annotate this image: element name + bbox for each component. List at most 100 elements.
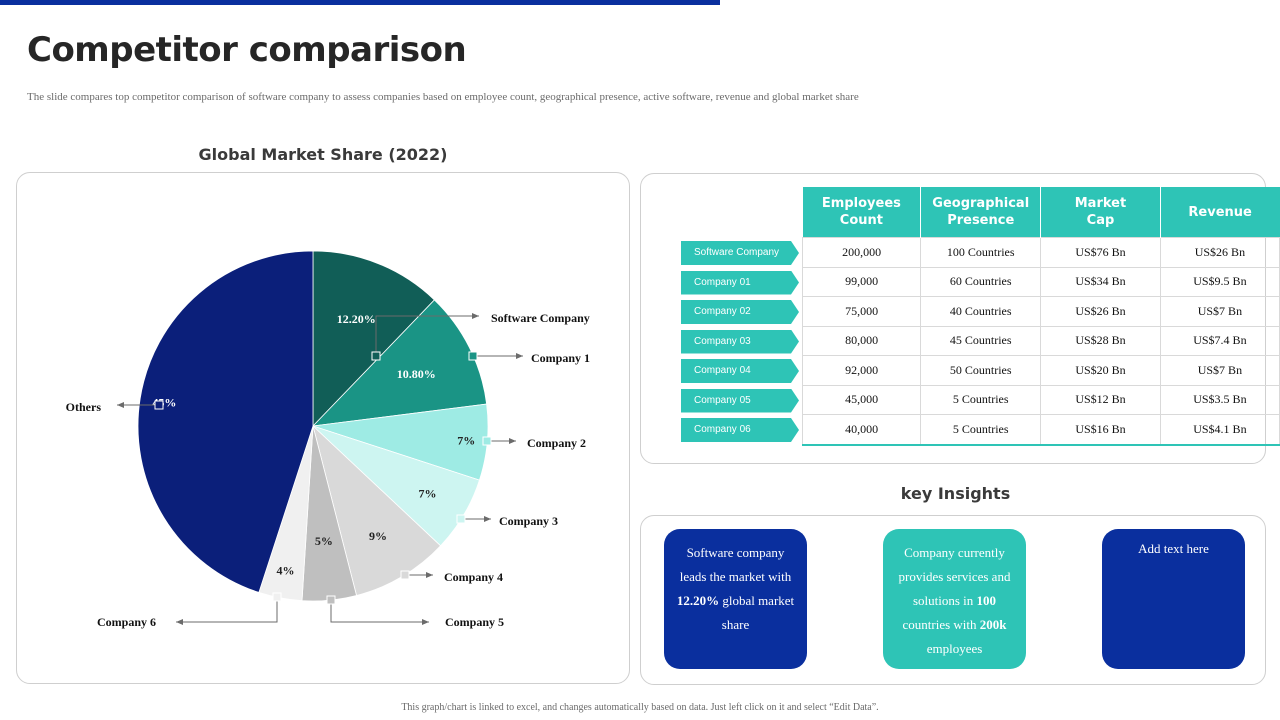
pie-chart[interactable]: 12.20%10.80%7%7%9%5%4%45%Software Compan… (17, 173, 629, 683)
table-header-row: Employees Count Geographical Presence Market… (802, 187, 1280, 238)
header-text: Revenue (1188, 204, 1252, 220)
slice-value-label: 7% (419, 487, 437, 501)
leader-arrowhead (472, 313, 479, 319)
leader-line (375, 315, 479, 356)
slice-category-label: Company 6 (97, 615, 156, 629)
leader-marker (326, 595, 336, 605)
leader-arrowhead (117, 402, 124, 408)
slice-category-label: Company 4 (444, 570, 503, 584)
slice-category-label: Company 1 (531, 351, 590, 365)
pie-chart-panel: 12.20% 10.80% 7% 7% 9% 5% 4% 45% Software Compan… (16, 172, 630, 684)
slice-category-label: Company 2 (527, 436, 586, 450)
table-header-3: Revenue (1160, 187, 1280, 238)
insight-1-text-b: global market share (719, 593, 795, 632)
pie-slice-8[interactable] (137, 250, 314, 593)
table-cell: US$34 Bn (1040, 266, 1161, 297)
table-cell: US$7 Bn (1159, 355, 1280, 386)
leader-arrowhead (509, 438, 516, 444)
table-cell: 45,000 (801, 384, 922, 415)
header-text: Cap (1086, 213, 1115, 228)
table-cell: US$76 Bn (1040, 237, 1161, 268)
row-label: Company 04 (681, 359, 799, 383)
row-label: Software Company (681, 241, 799, 265)
slice-category-label: Company 5 (445, 615, 504, 629)
table-row: 92,000 50 Countries US$20 Bn US$7 Bn (801, 355, 1280, 386)
leader-marker (371, 351, 381, 361)
insight-card-market-lead[interactable]: Software company leads the market with 1… (664, 529, 807, 669)
top-accent-bar (0, 0, 720, 5)
table-cell: US$20 Bn (1040, 355, 1161, 386)
slice-value-label: 5% (315, 534, 333, 548)
insight-card-presence[interactable]: Company currently provides services and … (883, 529, 1026, 669)
table-row: 40,000 5 Countries US$16 Bn US$4.1 Bn (801, 414, 1280, 446)
leader-line (176, 597, 278, 623)
table-cell: US$12 Bn (1040, 384, 1161, 415)
table-header-1: Geographical Presence (920, 187, 1042, 238)
row-label: Company 03 (681, 329, 799, 354)
table-cell: 5 Countries (920, 384, 1042, 415)
pie-slice-1[interactable] (312, 250, 435, 427)
leader-marker (468, 351, 478, 361)
table-cell: 99,000 (801, 266, 922, 297)
table-cell: 80,000 (801, 325, 922, 356)
table-cell: US$28 Bn (1040, 325, 1161, 356)
insight-2-highlight-countries: 100 (976, 593, 997, 608)
insight-2-text-a: Company currently provides services and … (898, 545, 1011, 608)
table-header-2: Market Cap (1040, 187, 1161, 238)
leader-marker (400, 570, 410, 580)
insight-1-text-a: Software company leads the market with (679, 545, 792, 584)
table-header-0: Employees Count (802, 187, 922, 238)
table-cell: 75,000 (801, 296, 922, 327)
leader-marker (482, 436, 492, 446)
row-label: Company 06 (681, 418, 799, 442)
table-cell: US$7.4 Bn (1159, 325, 1280, 356)
page-subtitle: The slide compares top competitor compar… (27, 91, 859, 103)
table-cell: 40,000 (801, 414, 922, 446)
row-label: Company 02 (681, 300, 799, 324)
insight-card-placeholder[interactable]: Add text here (1102, 529, 1245, 669)
header-text: Market (1074, 196, 1127, 211)
table-cell: 60 Countries (920, 266, 1042, 297)
table-cell: US$16 Bn (1040, 414, 1161, 446)
slice-value-label: 9% (369, 529, 387, 543)
table-cell: 45 Countries (920, 325, 1042, 356)
table-cell: US$3.5 Bn (1159, 384, 1280, 415)
table-row: 45,000 5 Countries US$12 Bn US$3.5 Bn (801, 384, 1280, 415)
table-cell: 40 Countries (920, 296, 1042, 327)
header-text: Presence (947, 213, 1015, 228)
leader-arrowhead (516, 353, 523, 359)
header-text: Employees (821, 196, 901, 211)
leader-line (330, 600, 429, 623)
table-row: 80,000 45 Countries US$28 Bn US$7.4 Bn (801, 325, 1280, 356)
slice-category-label: Software Company (491, 311, 590, 325)
leader-arrowhead (426, 572, 433, 578)
header-text: Geographical (932, 196, 1030, 211)
row-label: Company 05 (681, 388, 799, 413)
leader-arrowhead (484, 516, 491, 522)
insight-3-text: Add text here (1138, 541, 1209, 556)
table-cell: US$7 Bn (1159, 296, 1280, 327)
table-cell: 50 Countries (920, 355, 1042, 386)
footer-note: This graph/chart is linked to excel, and… (401, 702, 879, 713)
header-text: Count (839, 213, 883, 228)
table-cell: US$4.1 Bn (1159, 414, 1280, 446)
slice-value-label: 10.80% (397, 367, 436, 381)
table-cell: 100 Countries (920, 237, 1042, 268)
table-cell: US$9.5 Bn (1159, 266, 1280, 297)
slice-category-label: Company 3 (499, 514, 558, 528)
table-row: 75,000 40 Countries US$26 Bn US$7 Bn (801, 296, 1280, 327)
chart-title: Global Market Share (2022) (198, 145, 448, 164)
slice-value-label: 7% (457, 434, 475, 448)
table-cell: US$26 Bn (1040, 296, 1161, 327)
pie-slice-2[interactable] (311, 299, 488, 427)
table-cell: 200,000 (801, 237, 922, 268)
leader-marker (456, 514, 466, 524)
table-cell: 5 Countries (920, 414, 1042, 446)
leader-arrowhead (422, 619, 429, 625)
table-row: 200,000 100 Countries US$76 Bn US$26 Bn (801, 237, 1280, 268)
table-row: 99,000 60 Countries US$34 Bn US$9.5 Bn (801, 266, 1280, 297)
insight-2-text-b: countries with (902, 617, 980, 632)
insight-1-highlight: 12.20% (676, 593, 720, 608)
insight-2-text-c: employees (926, 641, 983, 656)
slice-category-label: Others (66, 400, 102, 414)
